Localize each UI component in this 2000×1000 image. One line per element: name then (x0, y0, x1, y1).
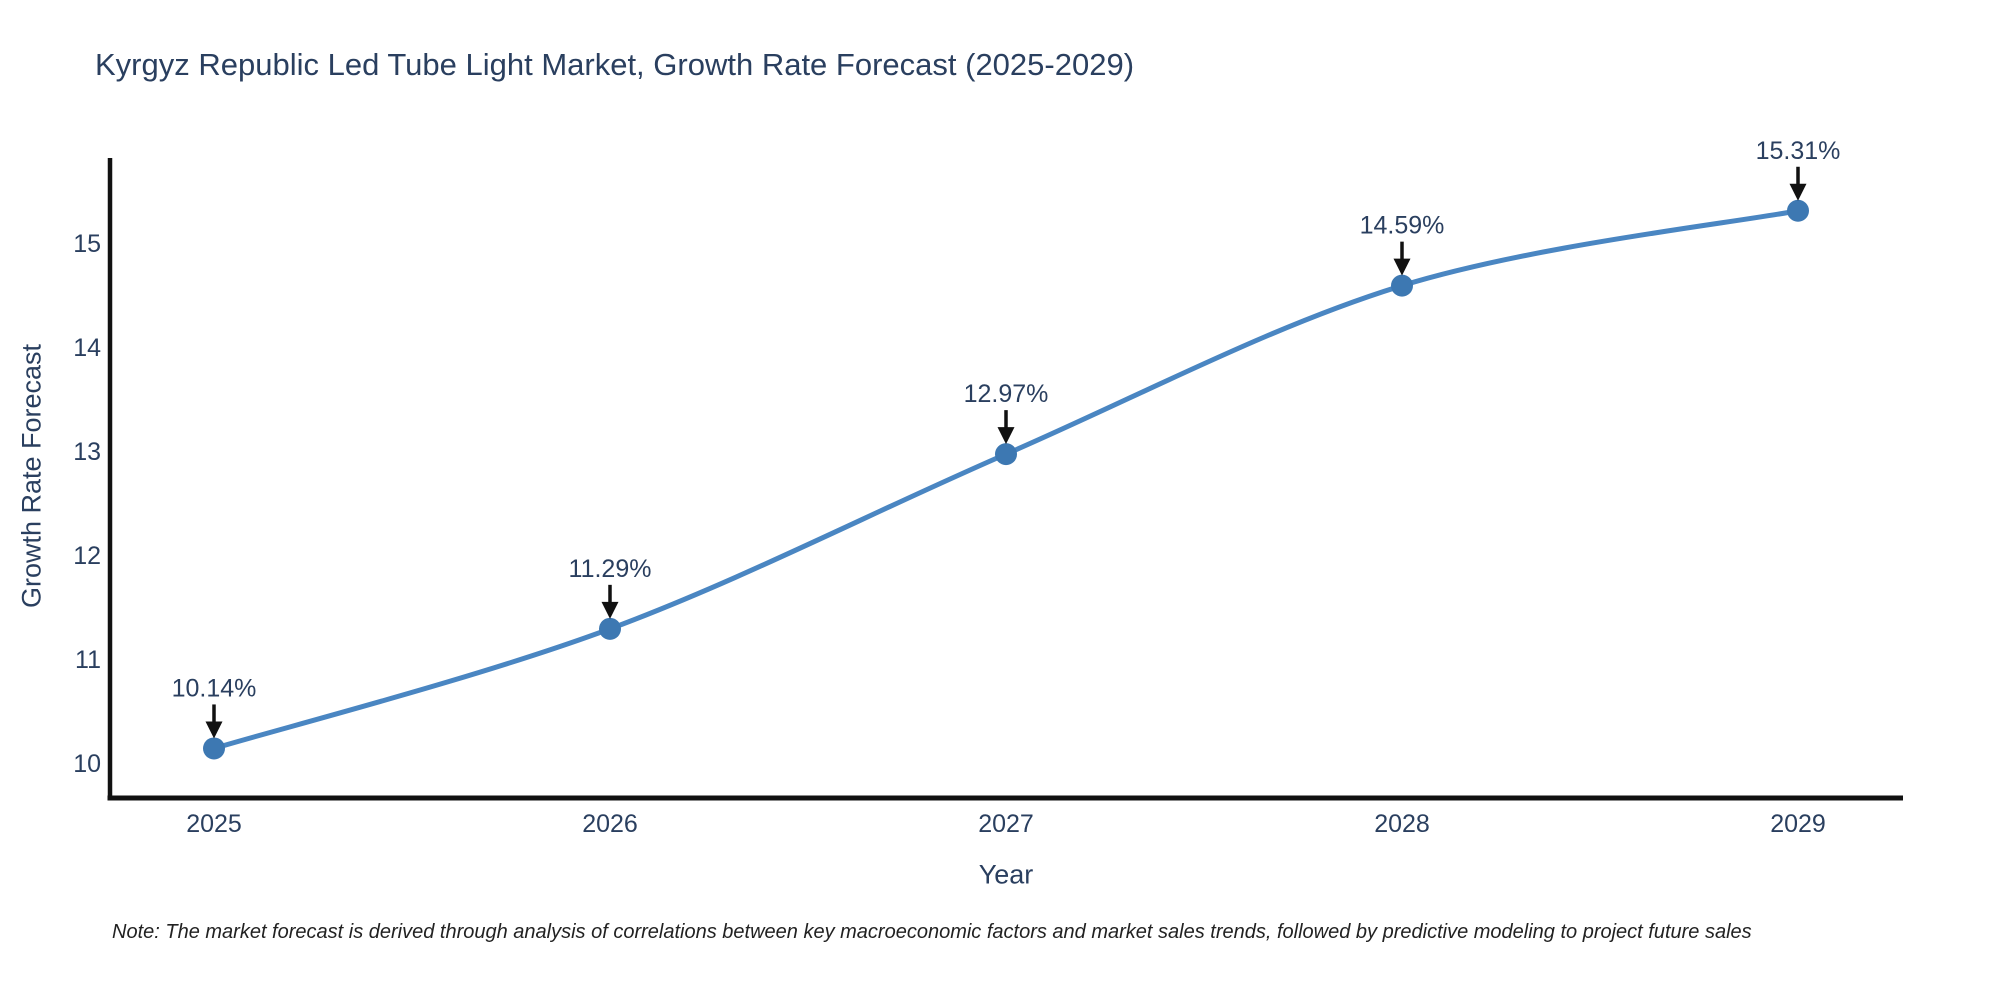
data-point-marker (1391, 274, 1413, 297)
data-point-label: 10.14% (172, 674, 257, 702)
annotation-arrow-head-icon (1789, 183, 1807, 201)
x-tick-label: 2026 (582, 810, 638, 838)
data-point-marker (995, 443, 1017, 466)
y-tick-label: 14 (73, 334, 101, 362)
data-point-label: 15.31% (1756, 137, 1841, 165)
x-tick-label: 2025 (186, 810, 242, 838)
annotation-arrow-head-icon (997, 427, 1015, 445)
data-point-label: 11.29% (569, 555, 652, 583)
y-axis-title: Growth Rate Forecast (16, 343, 47, 609)
annotation-arrow-head-icon (601, 601, 619, 619)
x-tick-label: 2029 (1770, 810, 1826, 838)
x-axis-title: Year (978, 859, 1034, 890)
data-point-marker (599, 617, 621, 640)
footnote: Note: The market forecast is derived thr… (112, 921, 1752, 943)
data-point-marker (1787, 199, 1809, 222)
annotation-arrow-head-icon (1393, 258, 1411, 276)
x-tick-label: 2027 (978, 810, 1034, 838)
data-point-label: 14.59% (1360, 212, 1445, 240)
annotation-arrow-head-icon (205, 721, 223, 739)
y-tick-label: 10 (73, 750, 101, 778)
chart-title: Kyrgyz Republic Led Tube Light Market, G… (95, 47, 1135, 82)
y-tick-label: 13 (73, 438, 101, 466)
x-tick-label: 2028 (1374, 810, 1430, 838)
forecast-line (211, 208, 1801, 751)
y-tick-label: 11 (75, 646, 101, 674)
y-tick-label: 12 (73, 542, 101, 570)
data-point-label: 12.97% (964, 380, 1049, 408)
y-tick-label: 15 (73, 230, 101, 258)
data-point-marker (203, 737, 225, 760)
